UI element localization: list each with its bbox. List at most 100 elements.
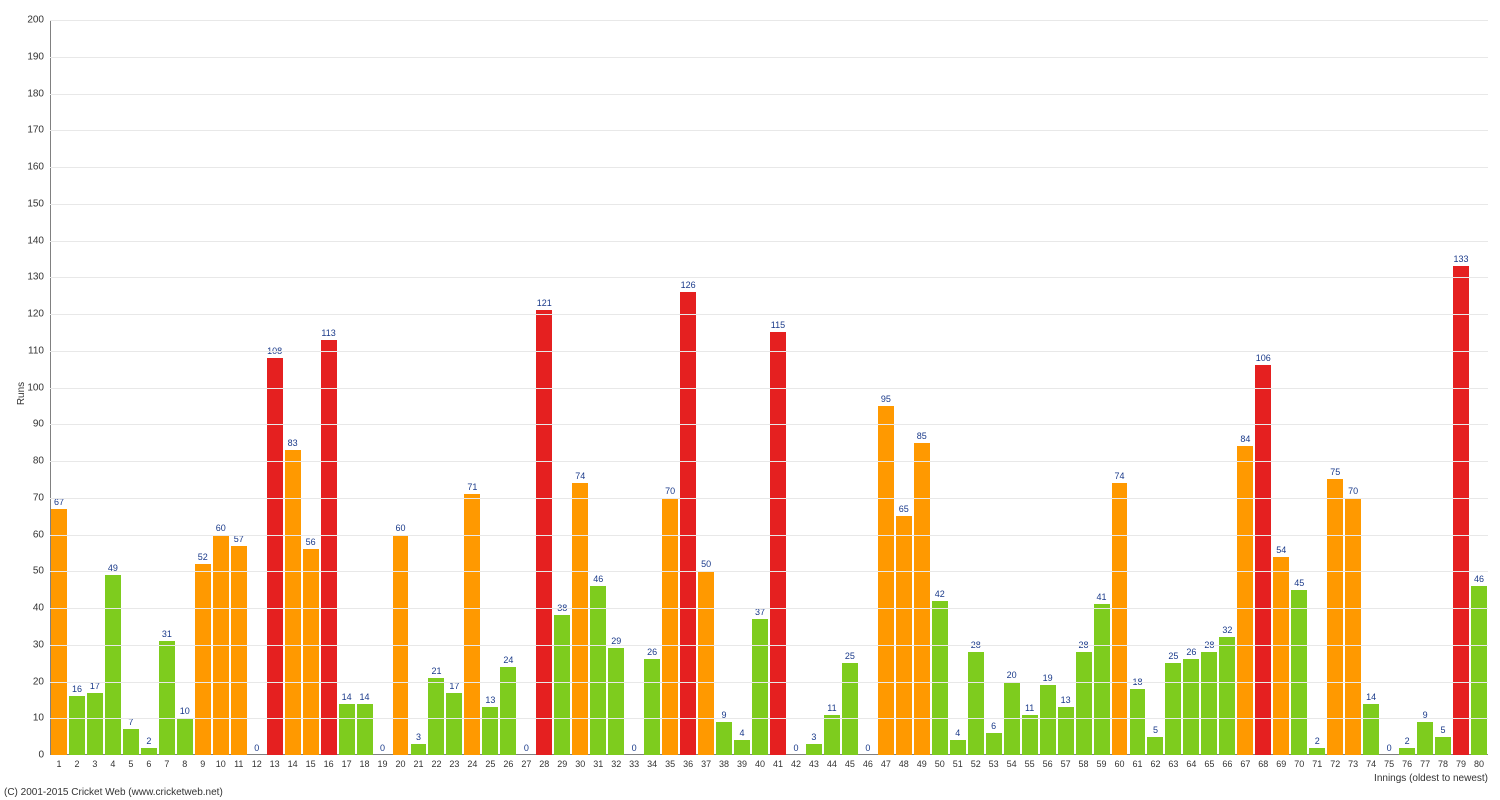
bar — [1076, 652, 1092, 755]
x-tick-label: 60 — [1114, 755, 1124, 769]
bar — [680, 292, 696, 755]
bar-value-label: 2 — [146, 736, 151, 746]
x-tick-label: 38 — [719, 755, 729, 769]
bar-value-label: 14 — [342, 692, 352, 702]
x-axis-title: Innings (oldest to newest) — [1374, 773, 1488, 784]
bar-value-label: 54 — [1276, 545, 1286, 555]
y-tick-label: 30 — [33, 639, 50, 650]
bar-value-label: 16 — [72, 684, 82, 694]
x-tick-label: 27 — [521, 755, 531, 769]
bar — [105, 575, 121, 755]
copyright-text: (C) 2001-2015 Cricket Web (www.cricketwe… — [4, 787, 223, 798]
bar — [428, 678, 444, 755]
bar-value-label: 26 — [1186, 647, 1196, 657]
y-tick-label: 80 — [33, 456, 50, 467]
bar-value-label: 41 — [1097, 592, 1107, 602]
bar — [87, 693, 103, 755]
gridline — [50, 608, 1488, 609]
bar — [770, 332, 786, 755]
bar — [590, 586, 606, 755]
y-tick-label: 50 — [33, 566, 50, 577]
bar — [267, 358, 283, 755]
x-tick-label: 75 — [1384, 755, 1394, 769]
bar-value-label: 0 — [1387, 743, 1392, 753]
x-tick-label: 53 — [989, 755, 999, 769]
bar — [698, 571, 714, 755]
x-tick-label: 30 — [575, 755, 585, 769]
bar — [806, 744, 822, 755]
bar-value-label: 46 — [593, 574, 603, 584]
bar-value-label: 52 — [198, 552, 208, 562]
y-tick-label: 200 — [27, 15, 50, 26]
x-tick-label: 68 — [1258, 755, 1268, 769]
bar — [1183, 659, 1199, 755]
x-tick-label: 31 — [593, 755, 603, 769]
bar-value-label: 0 — [793, 743, 798, 753]
bar — [644, 659, 660, 755]
x-tick-label: 4 — [110, 755, 115, 769]
x-tick-label: 15 — [306, 755, 316, 769]
bar-value-label: 0 — [524, 743, 529, 753]
bar-value-label: 85 — [917, 431, 927, 441]
x-tick-label: 55 — [1025, 755, 1035, 769]
bar-value-label: 115 — [771, 320, 785, 330]
gridline — [50, 424, 1488, 425]
gridline — [50, 498, 1488, 499]
x-tick-label: 50 — [935, 755, 945, 769]
bar-value-label: 65 — [899, 504, 909, 514]
x-tick-label: 5 — [128, 755, 133, 769]
x-tick-label: 20 — [395, 755, 405, 769]
plot-area: 6711621734947526317108529601057110121081… — [50, 20, 1488, 755]
bar — [1058, 707, 1074, 755]
bar — [1273, 557, 1289, 755]
bar-value-label: 60 — [216, 523, 226, 533]
bar-value-label: 4 — [955, 728, 960, 738]
y-tick-label: 70 — [33, 492, 50, 503]
bar-value-label: 133 — [1454, 254, 1469, 264]
x-tick-label: 58 — [1079, 755, 1089, 769]
bar — [1345, 498, 1361, 755]
bar — [141, 748, 157, 755]
x-tick-label: 32 — [611, 755, 621, 769]
x-tick-label: 74 — [1366, 755, 1376, 769]
x-tick-label: 79 — [1456, 755, 1466, 769]
bar — [734, 740, 750, 755]
x-tick-label: 37 — [701, 755, 711, 769]
bar-value-label: 121 — [537, 298, 552, 308]
x-tick-label: 9 — [200, 755, 205, 769]
bar-value-label: 2 — [1315, 736, 1320, 746]
bar-value-label: 95 — [881, 394, 891, 404]
gridline — [50, 718, 1488, 719]
bar-value-label: 25 — [1168, 651, 1178, 661]
x-tick-label: 65 — [1204, 755, 1214, 769]
x-tick-label: 63 — [1168, 755, 1178, 769]
x-tick-label: 23 — [449, 755, 459, 769]
bar — [1363, 704, 1379, 755]
bar — [321, 340, 337, 755]
bar-value-label: 11 — [827, 703, 836, 713]
bar — [1417, 722, 1433, 755]
bar-value-label: 13 — [485, 695, 495, 705]
bar — [1094, 604, 1110, 755]
x-tick-label: 26 — [503, 755, 513, 769]
bar — [1291, 590, 1307, 755]
bar-value-label: 5 — [1441, 725, 1446, 735]
x-tick-label: 41 — [773, 755, 783, 769]
x-tick-label: 19 — [378, 755, 388, 769]
y-tick-label: 140 — [27, 235, 50, 246]
bar — [1327, 479, 1343, 755]
x-tick-label: 18 — [360, 755, 370, 769]
y-tick-label: 190 — [27, 51, 50, 62]
bar-value-label: 13 — [1061, 695, 1071, 705]
bar — [986, 733, 1002, 755]
bar — [914, 443, 930, 755]
bar-value-label: 74 — [575, 471, 585, 481]
bar-value-label: 21 — [431, 666, 441, 676]
bar-value-label: 10 — [180, 706, 190, 716]
x-tick-label: 43 — [809, 755, 819, 769]
y-axis-title: Runs — [16, 381, 27, 404]
x-tick-label: 42 — [791, 755, 801, 769]
bar — [716, 722, 732, 755]
x-tick-label: 17 — [342, 755, 352, 769]
gridline — [50, 461, 1488, 462]
